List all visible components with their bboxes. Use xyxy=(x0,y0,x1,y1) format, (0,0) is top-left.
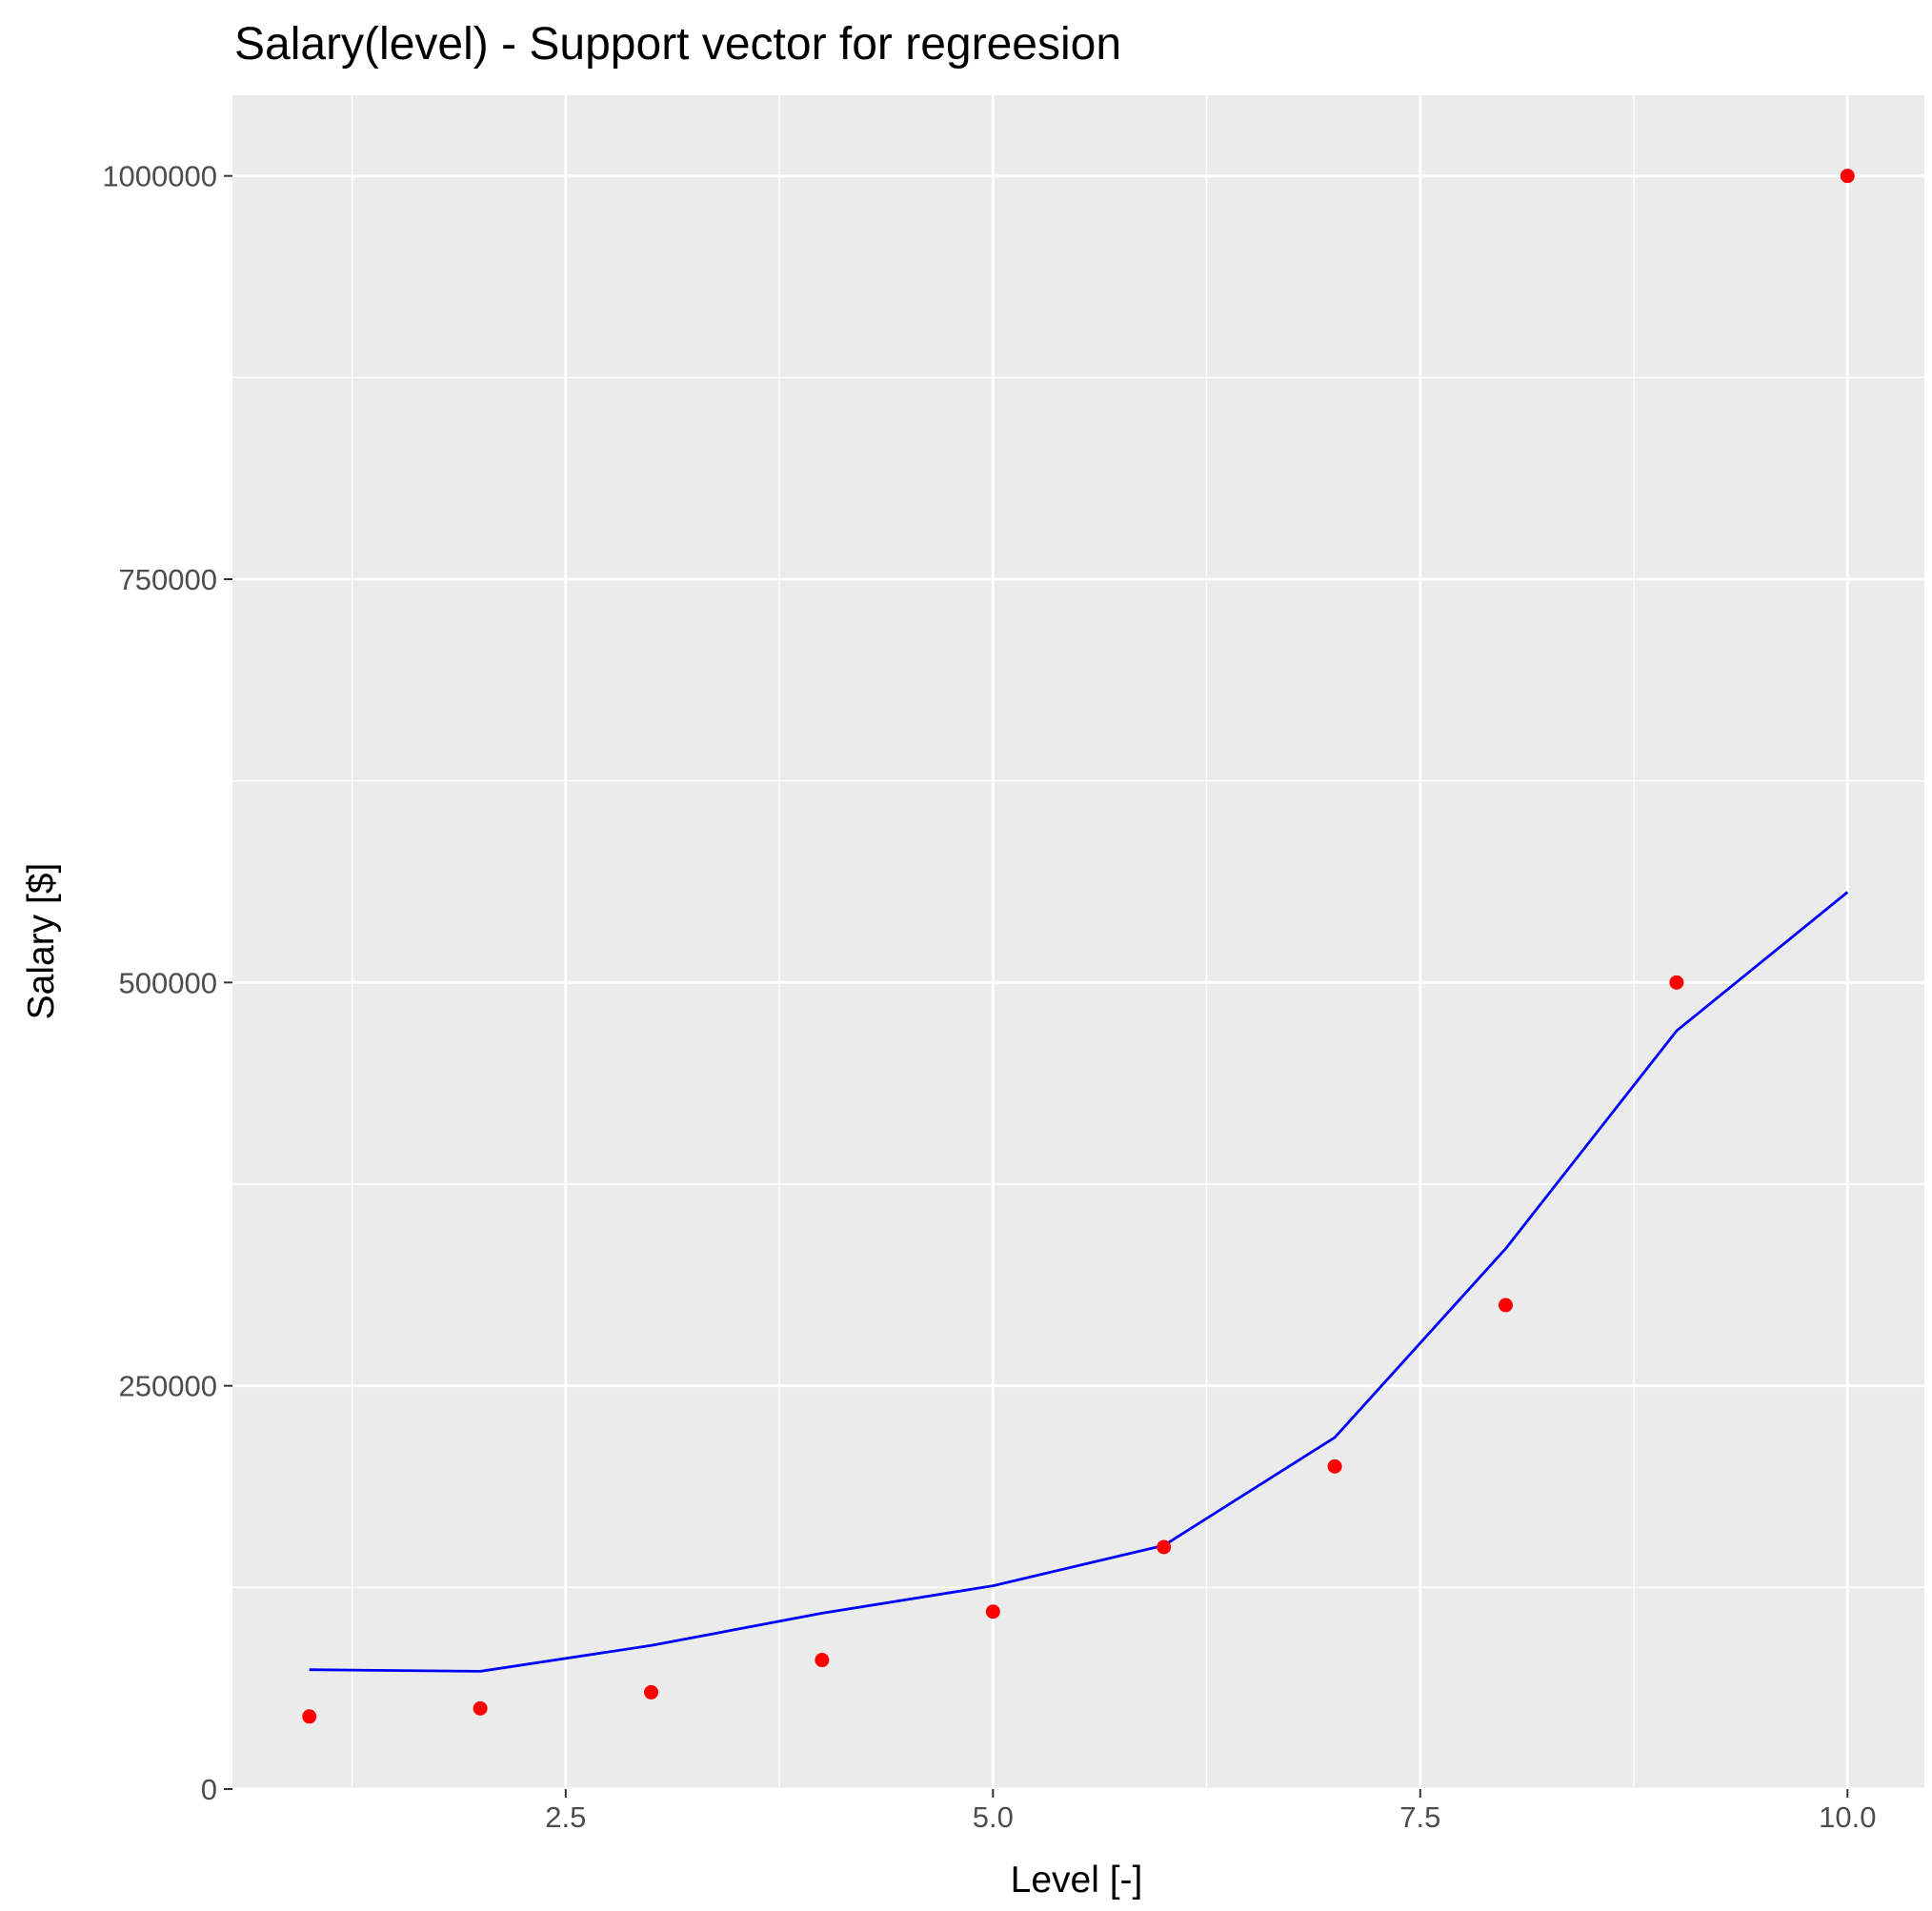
x-tick-label: 5.0 xyxy=(973,1800,1014,1834)
y-tick-label: 0 xyxy=(201,1773,217,1806)
data-point xyxy=(815,1653,830,1668)
data-point xyxy=(1498,1297,1513,1313)
y-tick-label: 250000 xyxy=(119,1370,217,1403)
data-point xyxy=(302,1709,317,1724)
x-tick-label: 7.5 xyxy=(1399,1800,1440,1834)
plot-panel xyxy=(232,95,1924,1789)
x-tick-label: 10.0 xyxy=(1819,1800,1876,1834)
data-point xyxy=(1327,1458,1342,1474)
svr-fit-line xyxy=(309,891,1849,1673)
y-axis: 0 250000 500000 750000 1000000 xyxy=(102,160,232,1806)
major-gridlines xyxy=(232,95,1924,1791)
y-tick-label: 1000000 xyxy=(102,160,217,193)
y-tick-label: 750000 xyxy=(119,563,217,596)
x-tick-label: 2.5 xyxy=(545,1800,586,1834)
data-point xyxy=(644,1684,659,1700)
x-axis: 2.5 5.0 7.5 10.0 xyxy=(545,1789,1876,1834)
y-tick-label: 500000 xyxy=(119,966,217,999)
data-points-layer xyxy=(302,169,1855,1724)
x-axis-label: Level [-] xyxy=(1011,1860,1143,1901)
data-point xyxy=(1669,975,1684,990)
data-point xyxy=(1157,1539,1172,1555)
y-axis-label: Salary [$] xyxy=(21,863,62,1020)
minor-gridlines xyxy=(232,95,1924,1789)
data-point xyxy=(473,1700,488,1716)
data-point xyxy=(985,1604,1000,1619)
chart-title: Salary(level) - Support vector for regre… xyxy=(234,19,1121,70)
svr-fit-line-layer xyxy=(309,891,1849,1673)
data-point xyxy=(1840,169,1855,184)
